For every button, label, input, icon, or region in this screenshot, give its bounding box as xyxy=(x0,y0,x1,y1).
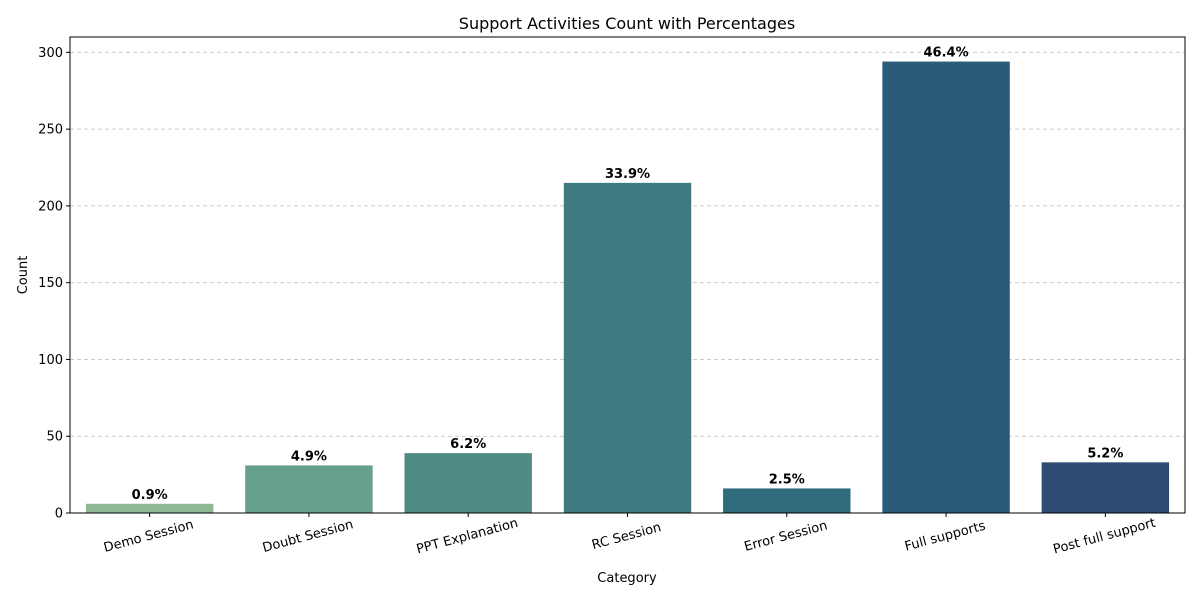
bar xyxy=(245,465,373,513)
bar-percent-label: 4.9% xyxy=(291,449,327,464)
bar-percent-label: 6.2% xyxy=(450,437,486,452)
bar xyxy=(404,453,532,513)
y-tick-label: 100 xyxy=(38,353,63,368)
x-axis-ticks: Demo Session Doubt Session PPT Explanation… xyxy=(102,513,1157,558)
x-axis-label: Category xyxy=(597,571,657,586)
y-tick-label: 150 xyxy=(38,276,63,291)
bar xyxy=(85,503,214,513)
bar-percent-label: 5.2% xyxy=(1087,446,1123,461)
x-tick-label: RC Session xyxy=(590,520,663,553)
x-tick-label: Doubt Session xyxy=(261,517,355,556)
x-tick-label: Error Session xyxy=(743,518,829,555)
x-tick-label: Post full support xyxy=(1052,516,1158,558)
y-tick-label: 300 xyxy=(38,46,63,61)
bar-labels: 0.9% 4.9% 6.2% 33.9% 2.5% 46.4% 5.2% xyxy=(132,46,1124,503)
bar xyxy=(563,182,692,513)
y-tick-label: 200 xyxy=(38,199,63,214)
chart-title: Support Activities Count with Percentage… xyxy=(459,14,795,33)
bar-percent-label: 46.4% xyxy=(924,46,969,61)
bar-percent-label: 0.9% xyxy=(132,488,168,503)
y-axis-label: Count xyxy=(16,256,31,295)
x-tick-label: Full supports xyxy=(903,519,987,555)
y-tick-label: 0 xyxy=(55,507,63,522)
bar xyxy=(1041,462,1170,513)
x-tick-label: PPT Explanation xyxy=(415,516,520,558)
y-tick-label: 250 xyxy=(38,123,63,138)
x-tick-label: Demo Session xyxy=(102,517,195,555)
bar xyxy=(882,61,1010,513)
bar xyxy=(723,488,851,513)
bar-percent-label: 2.5% xyxy=(769,472,805,487)
y-tick-label: 50 xyxy=(46,430,63,445)
bar-percent-label: 33.9% xyxy=(605,167,650,182)
bars xyxy=(85,61,1170,513)
y-axis-ticks: 0 50 100 150 200 250 300 xyxy=(38,46,70,522)
